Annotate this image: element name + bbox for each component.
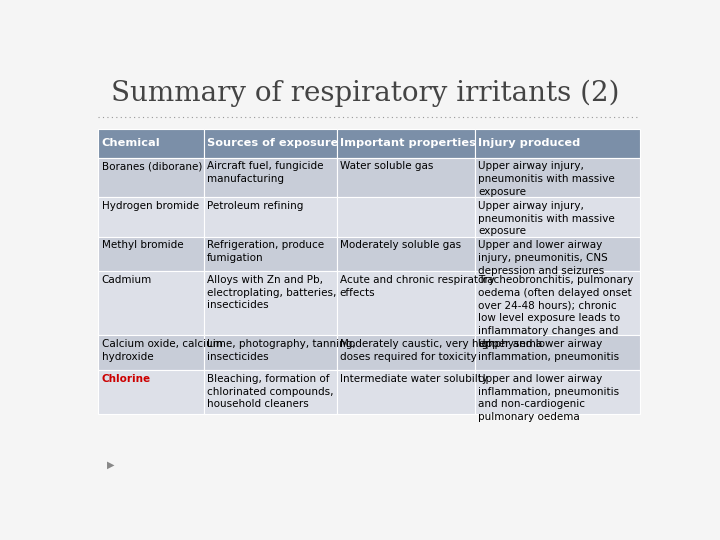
Text: Methyl bromide: Methyl bromide [102,240,184,250]
Text: Aircraft fuel, fungicide
manufacturing: Aircraft fuel, fungicide manufacturing [207,161,324,184]
Bar [474,271,639,335]
Bar [99,197,204,237]
Bar [99,335,204,370]
Text: Hydrogen bromide: Hydrogen bromide [102,201,199,211]
Text: Bleaching, formation of
chlorinated compounds,
household cleaners: Bleaching, formation of chlorinated comp… [207,374,334,409]
Text: Water soluble gas: Water soluble gas [340,161,433,171]
Bar [99,237,204,271]
Text: Chlorine: Chlorine [102,374,151,384]
Bar [474,158,639,197]
Bar [474,335,639,370]
Bar [474,237,639,271]
Text: Calcium oxide, calcium
hydroxide: Calcium oxide, calcium hydroxide [102,339,222,362]
Bar [204,237,336,271]
Bar [336,370,474,414]
Text: Refrigeration, produce
fumigation: Refrigeration, produce fumigation [207,240,325,263]
Bar [204,129,336,158]
Text: Moderately caustic, very high
doses required for toxicity: Moderately caustic, very high doses requ… [340,339,495,362]
Text: Alloys with Zn and Pb,
electroplating, batteries,
insecticides: Alloys with Zn and Pb, electroplating, b… [207,275,337,310]
Bar [474,370,639,414]
Bar [336,237,474,271]
Text: Petroleum refining: Petroleum refining [207,201,304,211]
Text: Sources of exposure: Sources of exposure [207,138,338,149]
Text: Tracheobronchitis, pulmonary
oedema (often delayed onset
over 24-48 hours); chro: Tracheobronchitis, pulmonary oedema (oft… [478,275,633,349]
Bar [204,158,336,197]
Bar [99,271,204,335]
Text: Moderately soluble gas: Moderately soluble gas [340,240,461,250]
Text: Summary of respiratory irritants (2): Summary of respiratory irritants (2) [111,79,620,107]
Bar [474,129,639,158]
Text: ▶: ▶ [107,460,114,470]
Bar [336,271,474,335]
Bar [474,197,639,237]
Bar [204,370,336,414]
Text: Boranes (diborane): Boranes (diborane) [102,161,202,171]
Bar [336,158,474,197]
Text: Acute and chronic respiratory
effects: Acute and chronic respiratory effects [340,275,495,298]
Bar [204,197,336,237]
Bar [204,271,336,335]
Bar [99,158,204,197]
Text: Upper airway injury,
pneumonitis with massive
exposure: Upper airway injury, pneumonitis with ma… [478,161,615,197]
Text: Upper and lower airway
inflammation, pneumonitis
and non-cardiogenic
pulmonary o: Upper and lower airway inflammation, pne… [478,374,619,422]
Text: Upper airway injury,
pneumonitis with massive
exposure: Upper airway injury, pneumonitis with ma… [478,201,615,237]
Text: Important properties: Important properties [340,138,476,149]
Text: Chemical: Chemical [102,138,161,149]
Bar [204,335,336,370]
Text: Upper and lower airway
injury, pneumonitis, CNS
depression and seizures: Upper and lower airway injury, pneumonit… [478,240,608,276]
Bar [336,197,474,237]
Bar [336,335,474,370]
Bar [336,129,474,158]
Bar [99,370,204,414]
Text: Cadmium: Cadmium [102,275,152,285]
Text: Upper and lower airway
inflammation, pneumonitis: Upper and lower airway inflammation, pne… [478,339,619,362]
Text: Lime, photography, tanning,
insecticides: Lime, photography, tanning, insecticides [207,339,356,362]
Bar [99,129,204,158]
Text: Intermediate water solubilty: Intermediate water solubilty [340,374,488,384]
Text: Injury produced: Injury produced [478,138,580,149]
